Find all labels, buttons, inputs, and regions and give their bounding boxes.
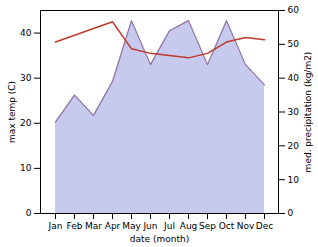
svg-text:max temp (C): max temp (C) [7,81,17,143]
svg-text:20: 20 [288,141,300,151]
svg-text:Aug: Aug [180,221,198,231]
svg-text:40: 40 [288,73,300,83]
svg-text:10: 10 [20,163,32,173]
svg-text:30: 30 [288,107,300,117]
svg-text:Feb: Feb [67,221,83,231]
svg-text:10: 10 [288,175,300,185]
svg-text:30: 30 [20,73,32,83]
svg-text:May: May [122,221,141,231]
svg-text:Jun: Jun [142,221,157,231]
svg-text:Jul: Jul [163,221,175,231]
svg-text:60: 60 [288,5,300,15]
svg-text:40: 40 [20,28,32,38]
svg-text:50: 50 [288,39,300,49]
svg-text:med. precipitation (kg/m2): med. precipitation (kg/m2) [303,52,313,173]
svg-text:0: 0 [288,208,294,218]
svg-text:Sep: Sep [199,221,216,231]
svg-text:Jan: Jan [48,221,63,231]
svg-text:date (month): date (month) [130,234,189,244]
svg-text:Mar: Mar [85,221,102,231]
svg-text:Nov: Nov [237,221,255,231]
svg-text:20: 20 [20,118,32,128]
svg-text:Apr: Apr [105,221,121,231]
svg-text:0: 0 [26,208,32,218]
svg-text:Oct: Oct [219,221,235,231]
svg-text:Dec: Dec [256,221,273,231]
